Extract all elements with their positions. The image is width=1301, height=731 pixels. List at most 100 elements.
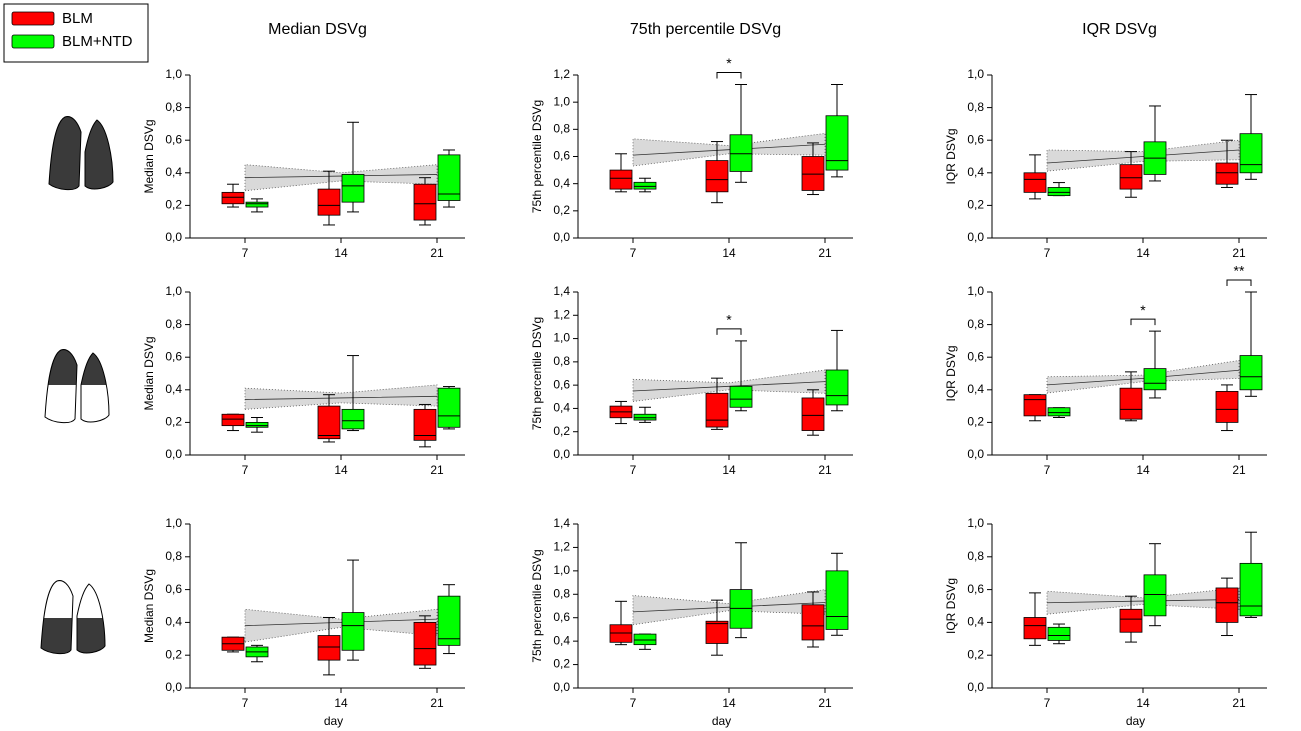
legend-label: BLM+NTD: [62, 33, 133, 50]
y-tick-label: 1,2: [553, 67, 570, 81]
confidence-band: [245, 609, 437, 642]
x-tick-label: 7: [630, 696, 637, 710]
box: [414, 184, 436, 220]
box: [1048, 187, 1070, 195]
x-axis-label: day: [324, 714, 343, 728]
y-tick-label: 1,0: [165, 516, 182, 530]
y-tick-label: 0,2: [967, 647, 984, 661]
significance-label: *: [726, 55, 732, 71]
box: [318, 636, 340, 661]
legend-swatch: [12, 12, 54, 25]
y-tick-label: 0,2: [165, 415, 182, 429]
significance-bracket: [1131, 319, 1155, 325]
box: [1048, 627, 1070, 640]
box: [222, 192, 244, 203]
y-axis-label: 75th percentile DSVg: [530, 549, 544, 662]
x-tick-label: 7: [242, 246, 249, 260]
y-tick-label: 0,2: [967, 198, 984, 212]
box: [438, 388, 460, 427]
y-tick-label: 0,8: [165, 317, 182, 331]
y-tick-label: 0,0: [553, 680, 570, 694]
y-axis-label: IQR DSVg: [944, 345, 958, 401]
x-tick-label: 21: [818, 463, 832, 477]
x-tick-label: 21: [818, 696, 832, 710]
y-tick-label: 0,2: [553, 424, 570, 438]
box: [826, 370, 848, 405]
y-tick-label: 0,0: [553, 447, 570, 461]
confidence-band: [1047, 140, 1239, 171]
y-axis-label: IQR DSVg: [944, 578, 958, 634]
box: [246, 202, 268, 207]
x-tick-label: 21: [818, 246, 832, 260]
y-tick-label: 0,4: [553, 176, 570, 190]
x-tick-label: 21: [1232, 463, 1246, 477]
x-tick-label: 14: [722, 696, 736, 710]
y-tick-label: 0,6: [553, 377, 570, 391]
page: BLM BLM+NTD 0,0 0,2 0,4 0,6 0,8 1,0 Median DSVg M…: [0, 0, 1301, 731]
y-tick-label: 0,6: [553, 149, 570, 163]
y-tick-label: 0,8: [967, 317, 984, 331]
y-tick-label: 0,8: [967, 549, 984, 563]
box: [802, 605, 824, 640]
x-axis-label: day: [1126, 714, 1145, 728]
box: [706, 393, 728, 427]
box: [826, 571, 848, 630]
x-tick-label: 14: [722, 463, 736, 477]
box: [1144, 369, 1166, 390]
y-tick-label: 1,2: [553, 540, 570, 554]
box: [730, 590, 752, 629]
x-tick-label: 14: [334, 463, 348, 477]
box: [634, 634, 656, 645]
x-tick-label: 14: [1136, 463, 1150, 477]
x-tick-label: 14: [334, 246, 348, 260]
x-tick-label: 7: [630, 246, 637, 260]
box: [610, 170, 632, 189]
box: [1216, 391, 1238, 422]
box: [1144, 575, 1166, 616]
y-axis-label: IQR DSVg: [944, 128, 958, 184]
x-tick-label: 7: [1044, 246, 1051, 260]
box: [1240, 356, 1262, 390]
y-tick-label: 0,4: [553, 401, 570, 415]
lung-icon: [47, 112, 117, 194]
y-tick-label: 0,4: [967, 165, 984, 179]
y-tick-label: 0,0: [165, 230, 182, 244]
box: [610, 625, 632, 643]
y-tick-label: 1,2: [553, 307, 570, 321]
y-axis-label: 75th percentile DSVg: [530, 100, 544, 213]
y-tick-label: 0,6: [165, 132, 182, 146]
x-tick-label: 21: [1232, 696, 1246, 710]
y-tick-label: 0,0: [165, 447, 182, 461]
y-axis-label: Median DSVg: [142, 569, 156, 643]
y-tick-label: 0,6: [967, 349, 984, 363]
box: [342, 409, 364, 429]
lung-icon: [39, 576, 109, 658]
lung-icon: [43, 345, 113, 427]
x-tick-label: 14: [334, 696, 348, 710]
legend-swatch: [12, 35, 54, 48]
box: [1120, 609, 1142, 632]
y-tick-label: 0,4: [967, 382, 984, 396]
y-axis-label: Median DSVg: [142, 336, 156, 410]
y-tick-label: 0,2: [165, 198, 182, 212]
x-tick-label: 14: [1136, 696, 1150, 710]
legend-label: BLM: [62, 10, 93, 27]
x-tick-label: 21: [430, 463, 444, 477]
box: [318, 189, 340, 215]
y-tick-label: 1,0: [553, 331, 570, 345]
figure: BLM BLM+NTD 0,0 0,2 0,4 0,6 0,8 1,0 Median DSVg M…: [0, 0, 1301, 731]
y-tick-label: 1,0: [165, 67, 182, 81]
box: [1024, 395, 1046, 416]
box: [1240, 134, 1262, 173]
confidence-band: [633, 370, 825, 401]
box: [342, 613, 364, 651]
y-tick-label: 0,8: [553, 354, 570, 368]
significance-bracket: [717, 73, 741, 79]
box: [246, 422, 268, 427]
box: [706, 161, 728, 192]
y-tick-label: 0,0: [967, 230, 984, 244]
x-tick-label: 7: [242, 696, 249, 710]
y-tick-label: 0,8: [165, 549, 182, 563]
box: [1240, 563, 1262, 615]
y-tick-label: 0,4: [967, 615, 984, 629]
